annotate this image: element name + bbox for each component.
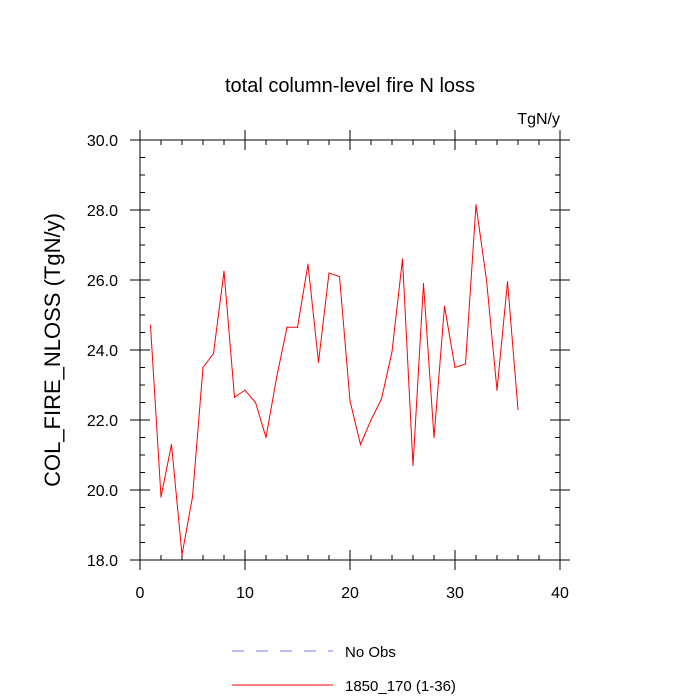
data-point [370,419,372,421]
data-point [275,377,278,379]
data-point [254,401,257,404]
x-tick-label: 10 [236,585,254,602]
data-point [307,263,309,265]
data-point [391,351,393,353]
data-point [349,400,351,402]
x-tick-label: 20 [341,585,359,602]
plot-frame [139,139,561,561]
data-point [338,275,341,278]
data-point [317,361,320,363]
data-point [233,396,236,398]
axis-ticks [130,130,570,570]
y-tick-label: 20.0 [87,483,118,500]
data-point [328,272,330,274]
x-tick-label: 0 [136,585,145,602]
y-tick-label: 30.0 [87,133,118,150]
data-point [485,279,488,281]
data-point [212,352,215,355]
data-point [202,366,204,369]
y-tick-label: 24.0 [87,343,118,360]
data-point [412,464,414,467]
y-tick-label: 18.0 [87,553,118,570]
legend: No Obs 1850_170 (1-36) [232,644,456,695]
legend-label: 1850_170 (1-36) [345,678,456,695]
x-tick-label: 40 [551,585,569,602]
legend-label: No Obs [345,644,396,661]
data-point [454,366,456,369]
data-point [265,436,267,439]
plot-series [149,204,519,556]
data-point [433,436,435,439]
units-label: TgN/y [517,111,560,128]
data-point [359,443,362,446]
y-tick-label: 28.0 [87,203,118,220]
x-tick-label: 30 [446,585,464,602]
y-tick-label: 22.0 [87,413,118,430]
data-point [422,282,425,285]
data-point [181,554,183,556]
data-point [506,281,509,283]
axis-tick-labels: 0 10 20 30 40 18.0 20.0 22.0 24.0 26.0 28.0 30.0 [87,133,569,602]
data-point [149,324,152,327]
data-point [401,258,404,260]
series-line [150,204,519,555]
data-point [170,443,173,446]
data-point [296,326,299,328]
data-point [380,398,383,400]
data-point [517,408,519,411]
data-point [464,363,467,365]
data-point [496,389,498,391]
data-point [223,270,225,272]
data-point [443,305,446,307]
y-axis-label: COL_FIRE_NLOSS (TgN/y) [40,213,65,487]
data-point [160,496,162,498]
chart-title: total column-level fire N loss [225,75,475,97]
y-tick-label: 26.0 [87,273,118,290]
data-point [191,496,194,498]
data-point [286,326,288,328]
data-point [244,389,246,391]
data-point [475,204,477,206]
